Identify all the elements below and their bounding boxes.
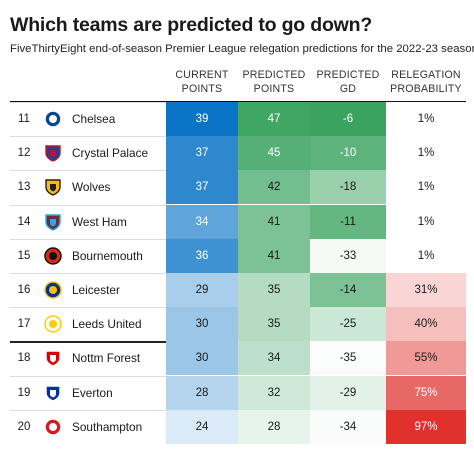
- gd-cell: -33: [310, 238, 386, 273]
- table-row: 19 Everton 28 32 -29 75%: [10, 375, 466, 410]
- everton-crest-icon: [44, 384, 62, 402]
- gd-cell: -29: [310, 375, 386, 410]
- gd-cell: -34: [310, 409, 386, 444]
- current-cell: 29: [166, 273, 238, 307]
- rank-cell: 18: [17, 352, 31, 365]
- relegation-cell: 40%: [386, 307, 466, 342]
- header-gd-line1: PREDICTED: [316, 69, 380, 81]
- table-row: 16 Leicester 29 35 -14 31%: [10, 273, 466, 307]
- rank-cell: 11: [18, 113, 30, 125]
- rank-cell: 14: [17, 215, 31, 228]
- table-row: 13 Wolves 37 42 -18 1%: [10, 170, 466, 205]
- wolves-crest-icon: [44, 178, 62, 197]
- nottm-forest-crest-icon: [44, 349, 62, 368]
- team-name: Leicester: [72, 283, 120, 297]
- header-current-points: CURRENT POINTS: [166, 68, 238, 98]
- rank-cell: 13: [17, 181, 31, 194]
- table-row: 18 Nottm Forest 30 34 -35 55%: [10, 341, 466, 376]
- gd-cell: -11: [310, 204, 386, 239]
- header-relegation-line2: PROBABILITY: [390, 83, 462, 95]
- current-cell: 37: [166, 136, 238, 171]
- table-row: 14 West Ham 34 41 -11 1%: [10, 204, 466, 239]
- rank-cell: 20: [17, 420, 31, 433]
- header-predicted-points: PREDICTED POINTS: [238, 68, 310, 98]
- team-name: Bournemouth: [72, 248, 143, 263]
- chart-title: Which teams are predicted to go down?: [10, 14, 373, 36]
- team-name: Chelsea: [72, 112, 116, 126]
- header-gd-line2: GD: [339, 83, 357, 95]
- relegation-cell: 55%: [386, 341, 466, 376]
- table-row: 11 Chelsea 39 47 -6 1%: [10, 102, 466, 136]
- west-ham-crest-icon: [44, 213, 62, 231]
- header-rule: [10, 101, 466, 103]
- relegation-cell: 1%: [386, 204, 466, 239]
- predicted-cell: 32: [238, 375, 310, 410]
- relegation-cell: 97%: [386, 409, 466, 444]
- header-relegation-probability: RELEGATION PROBABILITY: [386, 68, 466, 98]
- gd-cell: -10: [310, 136, 386, 171]
- crystal-palace-crest-icon: [44, 144, 62, 162]
- predicted-cell: 41: [238, 204, 310, 239]
- rank-cell: 16: [17, 284, 31, 296]
- current-cell: 24: [166, 409, 238, 444]
- header-predicted-line2: POINTS: [253, 83, 295, 95]
- rank-cell: 17: [17, 318, 31, 331]
- header-predicted-gd: PREDICTED GD: [310, 68, 386, 98]
- header-relegation-line1: RELEGATION: [391, 69, 461, 81]
- predicted-cell: 35: [238, 273, 310, 307]
- team-name: Wolves: [72, 180, 111, 195]
- current-cell: 30: [166, 341, 238, 376]
- gd-cell: -6: [310, 102, 386, 136]
- gd-cell: -18: [310, 170, 386, 205]
- rank-cell: 19: [17, 386, 31, 399]
- predicted-cell: 47: [238, 102, 310, 136]
- predicted-cell: 45: [238, 136, 310, 171]
- header-current-line1: CURRENT: [175, 69, 229, 81]
- current-cell: 39: [166, 102, 238, 136]
- predicted-cell: 35: [238, 307, 310, 342]
- gd-cell: -14: [310, 273, 386, 307]
- team-name: Southampton: [72, 419, 143, 434]
- header-current-line2: POINTS: [181, 83, 223, 95]
- predicted-cell: 41: [238, 238, 310, 273]
- current-cell: 28: [166, 375, 238, 410]
- bournemouth-crest-icon: [44, 247, 62, 265]
- current-cell: 36: [166, 238, 238, 273]
- chart-subtitle: FiveThirtyEight end-of-season Premier Le…: [10, 43, 474, 55]
- table-row: 17 Leeds United 30 35 -25 40%: [10, 307, 466, 342]
- leicester-crest-icon: [44, 281, 62, 299]
- gd-cell: -25: [310, 307, 386, 342]
- predicted-cell: 34: [238, 341, 310, 376]
- relegation-cell: 1%: [386, 238, 466, 273]
- current-cell: 37: [166, 170, 238, 205]
- team-name: Nottm Forest: [72, 351, 141, 366]
- current-cell: 34: [166, 204, 238, 239]
- rank-cell: 12: [17, 147, 31, 160]
- predicted-cell: 42: [238, 170, 310, 205]
- rank-cell: 15: [17, 249, 31, 262]
- leeds-crest-icon: [44, 315, 62, 333]
- southampton-crest-icon: [44, 418, 62, 436]
- team-name: West Ham: [72, 214, 127, 229]
- relegation-cell: 31%: [386, 273, 466, 307]
- table-row: 20 Southampton 24 28 -34 97%: [10, 409, 466, 444]
- team-name: Everton: [72, 385, 113, 400]
- chelsea-crest-icon: [44, 110, 62, 128]
- table-row: 15 Bournemouth 36 41 -33 1%: [10, 238, 466, 273]
- predicted-cell: 28: [238, 409, 310, 444]
- relegation-cell: 1%: [386, 136, 466, 171]
- relegation-cell: 75%: [386, 375, 466, 410]
- relegation-cell: 1%: [386, 170, 466, 205]
- gd-cell: -35: [310, 341, 386, 376]
- relegation-cell: 1%: [386, 102, 466, 136]
- current-cell: 30: [166, 307, 238, 342]
- header-predicted-line1: PREDICTED: [242, 69, 306, 81]
- table-row: 12 Crystal Palace 37 45 -10 1%: [10, 136, 466, 171]
- team-name: Leeds United: [72, 317, 142, 332]
- team-name: Crystal Palace: [72, 146, 149, 161]
